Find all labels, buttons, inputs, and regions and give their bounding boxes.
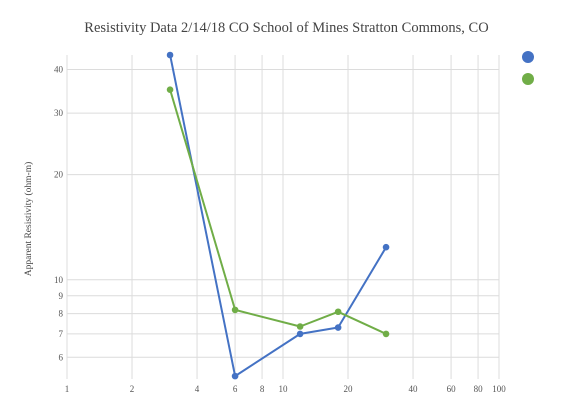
x-tick-label: 6 bbox=[233, 384, 238, 394]
y-tick-label: 8 bbox=[59, 309, 64, 319]
y-axis-label: Apparent Resistivity (ohm-m) bbox=[23, 162, 34, 277]
data-point[interactable] bbox=[334, 308, 342, 316]
legend bbox=[522, 51, 534, 85]
data-point[interactable] bbox=[382, 330, 390, 338]
data-point[interactable] bbox=[166, 86, 174, 94]
data-point[interactable] bbox=[296, 330, 304, 338]
data-point[interactable] bbox=[166, 51, 174, 59]
x-tick-label: 40 bbox=[409, 384, 419, 394]
chart-title: Resistivity Data 2/14/18 CO School of Mi… bbox=[84, 20, 489, 36]
y-tick-label: 20 bbox=[54, 170, 64, 180]
series-2 bbox=[166, 86, 390, 338]
data-point[interactable] bbox=[231, 372, 239, 380]
x-tick-label: 60 bbox=[447, 384, 457, 394]
x-tick-label: 20 bbox=[344, 384, 354, 394]
series-line bbox=[169, 54, 387, 378]
axis-ticks: 1 2 4 6 8 10 20 40 60 80 100 6 7 8 9 10 20 30 40 bbox=[54, 64, 506, 394]
y-tick-label: 30 bbox=[54, 108, 64, 118]
x-tick-label: 2 bbox=[130, 384, 135, 394]
legend-marker[interactable] bbox=[522, 73, 534, 85]
data-point[interactable] bbox=[296, 323, 304, 330]
y-tick-label: 40 bbox=[54, 64, 64, 74]
legend-marker[interactable] bbox=[522, 51, 534, 63]
data-point[interactable] bbox=[231, 306, 239, 314]
data-point[interactable] bbox=[382, 243, 390, 251]
series bbox=[166, 51, 390, 380]
data-point[interactable] bbox=[334, 324, 342, 331]
y-tick-label: 10 bbox=[54, 275, 64, 285]
x-tick-label: 4 bbox=[195, 384, 200, 394]
y-tick-label: 7 bbox=[59, 329, 64, 339]
x-tick-label: 80 bbox=[474, 384, 484, 394]
series-1 bbox=[166, 51, 390, 380]
x-tick-label: 8 bbox=[260, 384, 265, 394]
y-tick-label: 6 bbox=[59, 352, 64, 362]
x-tick-label: 100 bbox=[492, 384, 506, 394]
grid bbox=[66, 55, 500, 379]
x-tick-label: 1 bbox=[65, 384, 70, 394]
x-tick-label: 10 bbox=[279, 384, 289, 394]
y-tick-label: 9 bbox=[59, 291, 64, 301]
